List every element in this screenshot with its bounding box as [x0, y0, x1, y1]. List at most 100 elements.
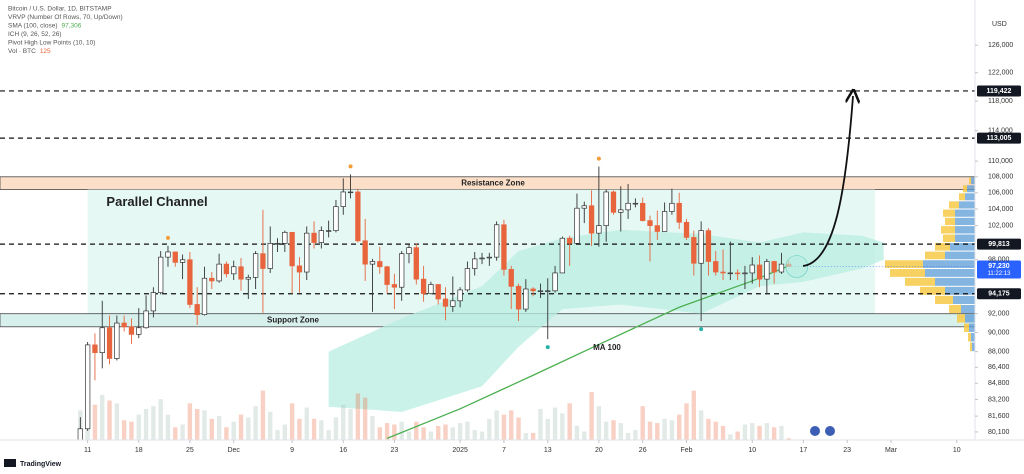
level-tag-label: 99,813	[988, 241, 1010, 248]
vp-down	[950, 243, 975, 251]
candle-body	[289, 231, 295, 267]
candle-body	[435, 284, 441, 300]
volume-bar	[545, 418, 550, 440]
candle-body	[150, 292, 157, 312]
candle-body	[128, 326, 135, 335]
volume-bar	[238, 414, 244, 440]
y-tick-label: 102,000	[988, 222, 1013, 229]
candle-body	[245, 277, 251, 280]
y-tick-label: 80,100	[988, 429, 1010, 436]
volume-bar	[457, 423, 463, 440]
candle-body	[530, 288, 536, 292]
candle-body	[537, 290, 544, 292]
volume-bar	[582, 431, 587, 440]
candle-body	[121, 322, 127, 328]
volume-bar	[121, 420, 127, 440]
candle-body	[252, 253, 259, 278]
volume-bar	[742, 424, 748, 440]
volume-bar	[370, 416, 375, 440]
volume-bar	[362, 397, 368, 440]
volume-bar	[735, 431, 740, 440]
candle-body	[179, 259, 186, 263]
x-tick-label: Mar	[885, 447, 898, 454]
brand: TradingView	[20, 461, 62, 468]
x-tick-label: 18	[135, 447, 143, 454]
candle-body	[493, 224, 500, 258]
candle-body	[92, 344, 98, 353]
candle-body	[450, 300, 456, 307]
flag-icon	[810, 426, 820, 436]
candle-body	[756, 264, 763, 280]
volume-bar	[428, 431, 434, 440]
candle-body	[194, 304, 200, 315]
candle-body	[515, 285, 522, 310]
vp-up	[949, 304, 961, 314]
volume-bar	[662, 418, 667, 440]
candle-body	[683, 221, 690, 238]
level-tag	[977, 288, 1021, 300]
level-tag	[977, 132, 1021, 144]
candle-body	[311, 232, 317, 243]
y-tick-label: 84,800	[988, 380, 1010, 387]
level-tag	[977, 85, 1021, 97]
y-tick-label: 106,000	[988, 190, 1013, 197]
volume-bar	[494, 410, 499, 440]
volume-bar	[282, 424, 288, 440]
pivot-high	[348, 164, 353, 169]
candle-body	[705, 230, 712, 262]
vp-down	[955, 209, 975, 217]
y-tick-label: 98,000	[988, 257, 1010, 264]
vp-up	[890, 269, 925, 277]
vp-up	[935, 295, 953, 304]
volume-bar	[706, 418, 711, 440]
volume-bar	[399, 421, 404, 440]
vp-up	[945, 217, 955, 226]
candle-body	[610, 191, 617, 213]
candle-body	[764, 261, 770, 280]
candle-body	[771, 261, 777, 273]
y-tick-label: 81,600	[988, 413, 1010, 420]
candle-body	[625, 202, 631, 211]
candle-body	[501, 224, 507, 270]
candle-body	[158, 256, 164, 293]
candle-body	[603, 191, 609, 226]
vp-down	[945, 251, 975, 260]
volume-bar	[297, 418, 302, 440]
candle-body	[84, 344, 91, 430]
y-tick-label: 104,000	[988, 206, 1013, 213]
vp-down	[965, 193, 975, 201]
vp-down	[971, 332, 975, 342]
volume-bar	[728, 434, 733, 440]
volume-bar	[618, 423, 623, 440]
volume-bar	[231, 421, 236, 440]
ma-label: MA 100	[593, 343, 621, 352]
volume-bar	[100, 394, 105, 440]
candle-body	[676, 202, 682, 223]
vp-up	[959, 193, 965, 201]
volume-bar	[143, 408, 149, 440]
candle-body	[274, 243, 281, 245]
candle-body	[523, 288, 529, 310]
candle-body	[406, 247, 412, 255]
volume-bar	[194, 408, 200, 440]
candle-body	[216, 263, 222, 282]
candle-body	[457, 289, 463, 302]
volume-bar	[713, 421, 718, 440]
x-tick-label: 20	[595, 447, 603, 454]
candle-body	[698, 230, 704, 264]
volume-bar	[216, 416, 222, 440]
volume-bar	[348, 408, 353, 440]
x-tick-label: 10	[748, 447, 756, 454]
volume-bar	[655, 423, 660, 440]
x-tick-label: Feb	[680, 447, 692, 454]
volume-bar	[757, 425, 762, 440]
x-tick-label: Dec	[227, 447, 240, 454]
candle-body	[340, 191, 346, 207]
candle-body	[727, 272, 733, 275]
plot-area: Resistance Zone Parallel Channel Support Z…	[0, 90, 975, 440]
legend-item: Bitcoin / U.S. Dollar, 1D, BITSTAMP	[8, 6, 112, 13]
vp-up	[925, 251, 945, 260]
x-tick-label: 25	[186, 447, 194, 454]
volume-bar	[421, 427, 426, 440]
